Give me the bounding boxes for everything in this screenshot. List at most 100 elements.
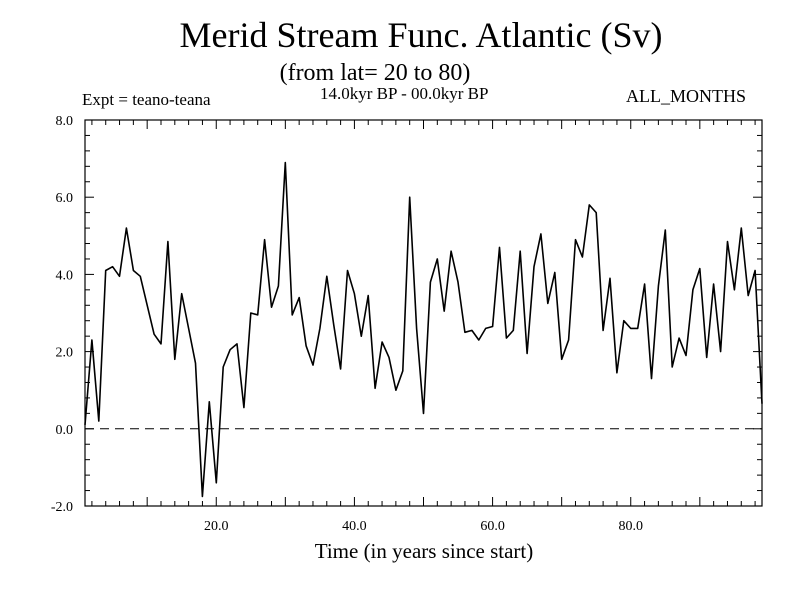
data-point (761, 402, 764, 405)
data-point (194, 362, 197, 365)
data-point (664, 229, 667, 232)
data-point (719, 350, 722, 353)
data-point (208, 400, 211, 403)
data-point (657, 285, 660, 288)
data-point (685, 354, 688, 357)
data-point (263, 238, 266, 241)
data-point (132, 269, 135, 272)
data-point (678, 337, 681, 340)
data-point (429, 281, 432, 284)
data-point (726, 240, 729, 243)
data-point (325, 275, 328, 278)
x-tick-label: 20.0 (204, 519, 229, 534)
data-point (436, 258, 439, 261)
data-point (505, 337, 508, 340)
data-point (491, 325, 494, 328)
data-point (222, 366, 225, 369)
y-tick-label: -2.0 (51, 500, 73, 515)
data-point (201, 495, 204, 498)
data-point (588, 204, 591, 207)
data-point (650, 377, 653, 380)
data-point (318, 327, 321, 330)
y-tick-label: 2.0 (56, 346, 74, 361)
data-point (91, 339, 94, 342)
data-point (477, 339, 480, 342)
data-point (622, 319, 625, 322)
series-group (84, 161, 764, 498)
data-point (118, 275, 121, 278)
data-point (332, 323, 335, 326)
data-point (712, 283, 715, 286)
data-point (215, 481, 218, 484)
data-point (546, 302, 549, 305)
data-point (553, 271, 556, 274)
data-point (298, 296, 301, 299)
data-point (256, 314, 259, 317)
data-point (401, 370, 404, 373)
months-label: ALL_MONTHS (626, 86, 746, 106)
data-point (747, 294, 750, 297)
data-point (284, 161, 287, 164)
period-label: 14.0kyr BP - 00.0kyr BP (320, 84, 489, 103)
data-point (367, 294, 370, 297)
data-point (443, 310, 446, 313)
data-point (540, 232, 543, 235)
data-point (643, 283, 646, 286)
data-point (408, 196, 411, 199)
x-axis-label: Time (in years since start) (314, 539, 534, 563)
data-point (595, 211, 598, 214)
data-point (567, 339, 570, 342)
data-point (270, 306, 273, 309)
data-point (160, 342, 163, 345)
y-tick-label: 4.0 (56, 268, 74, 283)
data-point (187, 327, 190, 330)
x-tick-label: 40.0 (342, 519, 367, 534)
data-point (346, 269, 349, 272)
tick-labels: 20.0 40.0 60.0 80.0 -2.0 0.0 2.0 4.0 6.0 8.0 (51, 114, 643, 534)
data-point (153, 333, 156, 336)
data-point (671, 366, 674, 369)
data-point (560, 358, 563, 361)
data-point (353, 292, 356, 295)
data-point (616, 371, 619, 374)
data-point (457, 281, 460, 284)
chart-title: Merid Stream Func. Atlantic (Sv) (179, 15, 663, 55)
data-point (415, 327, 418, 330)
data-point (733, 288, 736, 291)
data-point (533, 265, 536, 268)
data-point (581, 256, 584, 259)
data-point (498, 246, 501, 249)
data-point (339, 368, 342, 371)
data-point (470, 329, 473, 332)
x-tick-label: 80.0 (618, 519, 643, 534)
data-point (636, 327, 639, 330)
data-point (692, 288, 695, 291)
data-point (360, 335, 363, 338)
data-point (388, 356, 391, 359)
data-point (374, 387, 377, 390)
data-point (139, 275, 142, 278)
chart-subtitle: (from lat= 20 to 80) (279, 60, 471, 86)
data-point (229, 348, 232, 351)
data-point (526, 352, 529, 355)
data-point (629, 327, 632, 330)
data-point (740, 227, 743, 230)
series-line (84, 161, 763, 498)
plot-frame (84, 119, 763, 507)
data-point (512, 329, 515, 332)
data-point (111, 265, 114, 268)
data-point (125, 227, 128, 230)
experiment-label: Expt = teano-teana (82, 90, 211, 109)
y-tick-label: 8.0 (56, 114, 74, 129)
data-point (450, 250, 453, 253)
data-point (166, 240, 169, 243)
data-point (464, 331, 467, 334)
data-point (236, 342, 239, 345)
data-point (242, 406, 245, 409)
data-point (291, 314, 294, 317)
data-point (146, 304, 149, 307)
data-point (574, 238, 577, 241)
data-point (104, 269, 107, 272)
data-point (249, 312, 252, 315)
